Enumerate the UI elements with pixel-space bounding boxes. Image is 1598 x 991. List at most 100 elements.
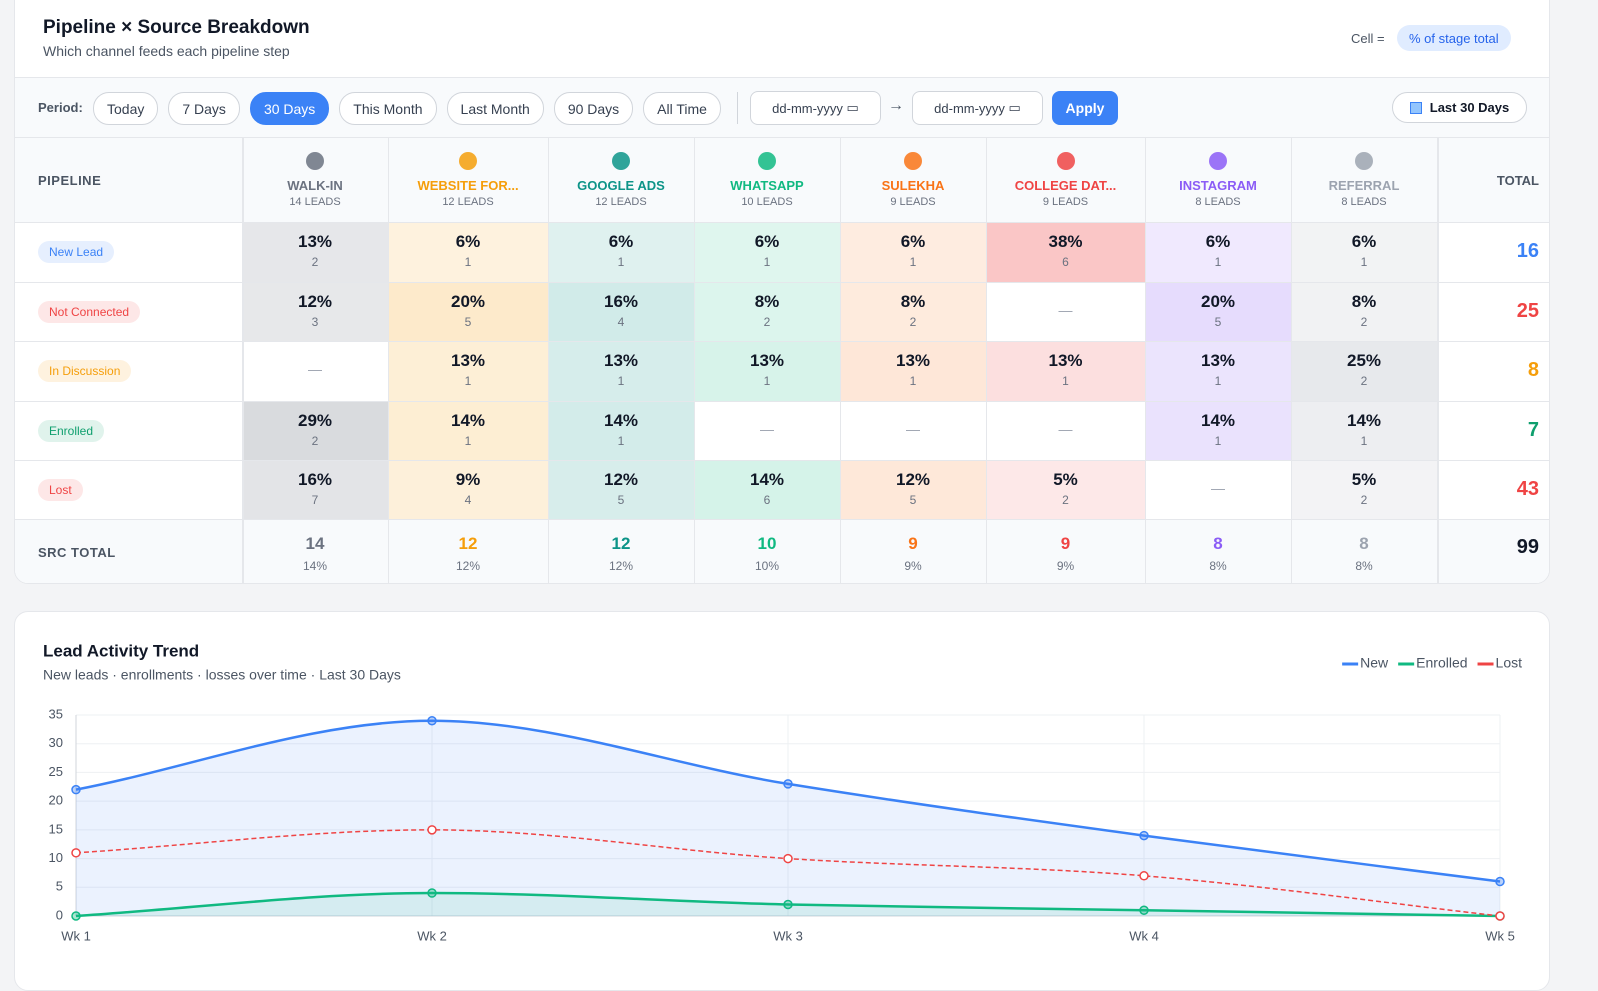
page: Pipeline × Source Breakdown Which channe… (14, 0, 1550, 991)
heat-cell (694, 222, 840, 282)
cell-count: 7 (311, 493, 319, 507)
col-line (1145, 138, 1146, 583)
cell-count: 1 (464, 255, 472, 269)
source-leads: 9 LEADS (1042, 196, 1089, 208)
data-point (1139, 830, 1149, 841)
range-text: Last 30 Days (1429, 100, 1510, 115)
cell-pct: 13% (450, 351, 486, 370)
cell-count: 1 (617, 374, 625, 388)
heat-cell (840, 460, 986, 519)
period-option[interactable]: 30 Days (249, 92, 330, 125)
source-total-pct: 14% (302, 559, 328, 573)
source-total: 9 (1060, 534, 1071, 553)
date-to[interactable]: dd-mm-yyyy ▭ (912, 91, 1043, 125)
range-badge[interactable]: Last 30 Days (1392, 92, 1527, 123)
period-label: Period: (38, 100, 83, 115)
divider (737, 92, 738, 124)
heat-cell (1145, 401, 1291, 460)
heat-cell (986, 222, 1145, 282)
filter-bar: Period: Today 7 Days 30 Days This Month Last… (15, 77, 1549, 138)
cell-count: 4 (464, 493, 472, 507)
source-name: WEBSITE FOR... (417, 178, 519, 193)
legend-label: Enrolled (1416, 655, 1467, 671)
period-option[interactable]: This Month (339, 92, 437, 125)
heat-cell (840, 341, 986, 401)
date-to-text: dd-mm-yyyy (934, 100, 1005, 116)
card-subtitle: Which channel feeds each pipeline step (43, 43, 290, 59)
cell-count: 2 (1062, 493, 1069, 507)
cell-pct: 8% (754, 292, 780, 311)
period-option[interactable]: 90 Days (553, 92, 634, 125)
heat-cell (986, 401, 1145, 460)
source-name: COLLEGE DAT... (1014, 178, 1117, 193)
chart-subtitle: New leads · enrollments · losses over ti… (43, 667, 401, 683)
footer-row-bg (15, 519, 1549, 583)
source-total: 14 (305, 534, 325, 553)
heat-cell (242, 401, 388, 460)
heat-cell (388, 341, 548, 401)
cell-mode[interactable]: % of stage total (1397, 25, 1511, 51)
heat-cell (242, 460, 388, 519)
cell-count: 2 (1360, 315, 1368, 329)
cell-pct: 20% (1200, 292, 1236, 311)
cell-count: 4 (617, 315, 625, 329)
source-icon (758, 152, 776, 170)
cell-count: 1 (617, 434, 625, 448)
period-option[interactable]: All Time (643, 92, 721, 125)
source-total-pct: 8% (1355, 559, 1373, 573)
period-option[interactable]: Last Month (446, 92, 544, 125)
period-option[interactable]: 7 Days (168, 92, 240, 125)
stage-pill: New Lead (38, 241, 115, 263)
row-line (15, 460, 1549, 461)
breakdown-card: Pipeline × Source Breakdown Which channe… (14, 0, 1550, 584)
row-line (15, 222, 1549, 223)
cell-count: 1 (464, 374, 472, 388)
data-point (783, 853, 793, 864)
cell-pct: — (1058, 302, 1073, 318)
heat-cell (242, 222, 388, 282)
x-tick-label: Wk 5 (1485, 928, 1515, 943)
heat-cell (548, 401, 694, 460)
period-option[interactable]: Today (93, 92, 159, 125)
cell-count: 1 (464, 434, 472, 448)
source-name: REFERRAL (1328, 178, 1400, 193)
cell-pct: — (1211, 480, 1225, 496)
cell-count: 1 (1214, 255, 1222, 269)
source-total: 12 (458, 534, 478, 553)
cell-count: 1 (617, 255, 625, 269)
cell-pct: 8% (1351, 292, 1377, 311)
cell-pct: 6% (900, 232, 926, 251)
apply-button[interactable]: Apply (1052, 91, 1118, 125)
stage-pill: Enrolled (38, 419, 105, 442)
heat-cell (242, 341, 388, 401)
source-total-pct: 12% (455, 559, 481, 573)
heat-cell (1291, 222, 1437, 282)
source-total: 8 (1213, 534, 1223, 553)
heat-cell (1145, 460, 1291, 519)
cell-count: 3 (311, 315, 319, 329)
breakdown-table: PIPELINE TOTAL WALK-IN 14 LEADS WEBSITE FOR.… (15, 138, 1549, 583)
data-point (783, 899, 793, 910)
cell-count: 1 (1214, 434, 1222, 448)
source-total: 9 (908, 534, 918, 553)
cell-count: 1 (1360, 434, 1368, 448)
cell-count: 1 (763, 255, 771, 269)
y-tick-label: 20 (49, 793, 63, 808)
row-total: 43 (1516, 478, 1539, 500)
heat-cell (1145, 282, 1291, 341)
source-total-pct: 10% (754, 559, 780, 573)
cell-count: 2 (311, 434, 319, 448)
y-tick-label: 15 (49, 821, 63, 836)
heat-cell (1145, 341, 1291, 401)
cell-label: Cell = (1351, 31, 1385, 46)
cell-pct: 5% (1351, 470, 1377, 489)
heat-cell (986, 460, 1145, 519)
pipeline-header: PIPELINE (38, 173, 102, 188)
header-row-bg (15, 138, 1549, 222)
cell-pct: 14% (450, 411, 486, 430)
date-from[interactable]: dd-mm-yyyy ▭ (750, 91, 881, 125)
source-total: 8 (1359, 534, 1369, 553)
source-icon (1355, 152, 1373, 170)
cell-pct: 12% (603, 470, 639, 489)
cell-pct: 12% (297, 292, 333, 311)
